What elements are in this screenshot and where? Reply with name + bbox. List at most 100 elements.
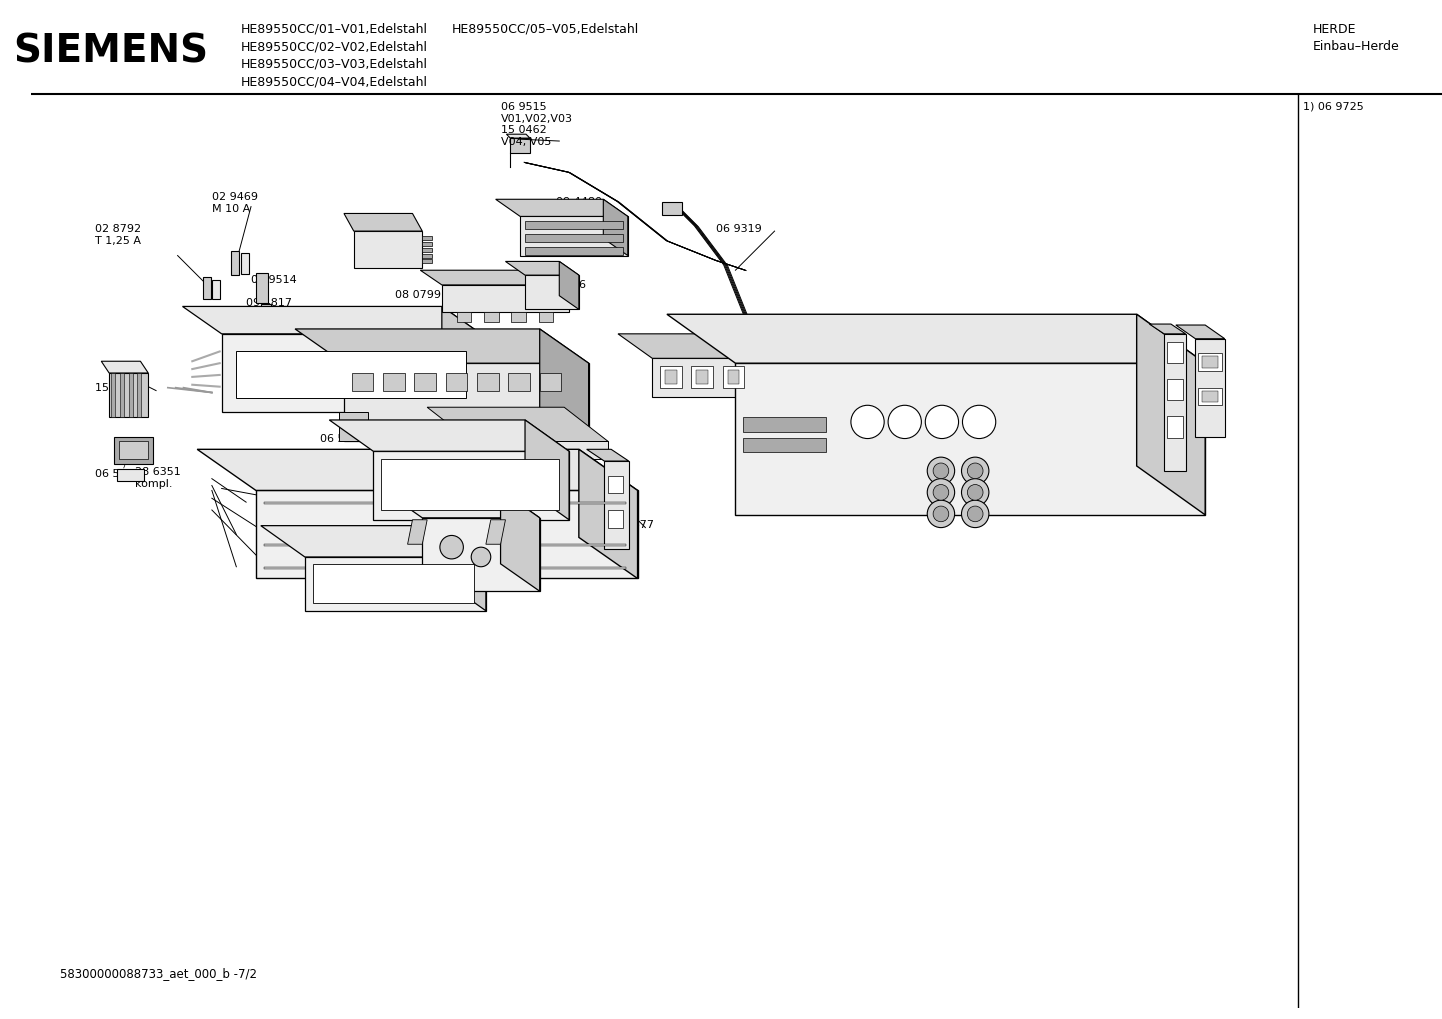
Polygon shape bbox=[241, 253, 249, 274]
Text: 06 7189: 06 7189 bbox=[408, 438, 453, 448]
Polygon shape bbox=[313, 564, 474, 603]
Polygon shape bbox=[539, 312, 554, 322]
Circle shape bbox=[926, 406, 959, 438]
Polygon shape bbox=[101, 362, 149, 373]
Polygon shape bbox=[345, 213, 423, 231]
Text: 06 5849: 06 5849 bbox=[482, 567, 526, 577]
Text: 06 9319: 06 9319 bbox=[715, 224, 761, 234]
Polygon shape bbox=[264, 567, 626, 569]
Polygon shape bbox=[1198, 387, 1221, 406]
Polygon shape bbox=[222, 334, 482, 412]
Circle shape bbox=[968, 506, 983, 522]
Polygon shape bbox=[1167, 416, 1182, 437]
Polygon shape bbox=[373, 451, 570, 520]
Polygon shape bbox=[525, 420, 570, 520]
Polygon shape bbox=[352, 373, 373, 390]
Polygon shape bbox=[236, 352, 466, 398]
Polygon shape bbox=[1164, 334, 1185, 471]
Polygon shape bbox=[231, 251, 239, 275]
Polygon shape bbox=[743, 437, 826, 452]
Text: 06 8478: 06 8478 bbox=[963, 422, 1009, 432]
Text: 1) 06 9725: 1) 06 9725 bbox=[1304, 102, 1364, 112]
Polygon shape bbox=[117, 469, 144, 481]
Polygon shape bbox=[339, 412, 369, 441]
Circle shape bbox=[962, 500, 989, 528]
Polygon shape bbox=[559, 262, 578, 310]
Polygon shape bbox=[603, 200, 627, 256]
Polygon shape bbox=[304, 557, 486, 610]
Polygon shape bbox=[525, 275, 578, 310]
Text: 06 9722: 06 9722 bbox=[965, 487, 1011, 497]
Polygon shape bbox=[384, 490, 539, 518]
Circle shape bbox=[888, 406, 921, 438]
Polygon shape bbox=[485, 312, 499, 322]
Polygon shape bbox=[472, 441, 609, 460]
Polygon shape bbox=[728, 370, 740, 384]
Polygon shape bbox=[384, 373, 405, 390]
Polygon shape bbox=[660, 366, 682, 387]
Polygon shape bbox=[652, 359, 764, 397]
Text: 06 5843: 06 5843 bbox=[320, 434, 365, 443]
Polygon shape bbox=[446, 373, 467, 390]
Polygon shape bbox=[665, 370, 676, 384]
Polygon shape bbox=[457, 312, 472, 322]
Polygon shape bbox=[212, 280, 219, 299]
Polygon shape bbox=[735, 363, 1206, 515]
Text: 09 3973: 09 3973 bbox=[541, 441, 587, 451]
Polygon shape bbox=[255, 490, 637, 579]
Text: HERDE: HERDE bbox=[1312, 22, 1357, 36]
Polygon shape bbox=[510, 139, 529, 153]
Text: HE89550CC/05–V05,Edelstahl: HE89550CC/05–V05,Edelstahl bbox=[451, 22, 639, 36]
Circle shape bbox=[927, 479, 955, 506]
Circle shape bbox=[927, 500, 955, 528]
Polygon shape bbox=[1203, 357, 1218, 368]
Polygon shape bbox=[506, 135, 529, 139]
Text: 09 4399: 09 4399 bbox=[704, 370, 750, 380]
Polygon shape bbox=[1203, 390, 1218, 403]
Polygon shape bbox=[1149, 324, 1185, 334]
Polygon shape bbox=[441, 526, 486, 610]
Polygon shape bbox=[137, 373, 141, 417]
Polygon shape bbox=[118, 441, 149, 460]
Circle shape bbox=[472, 547, 490, 567]
Polygon shape bbox=[441, 307, 482, 412]
Text: 15 0683: 15 0683 bbox=[95, 383, 141, 392]
Polygon shape bbox=[539, 329, 588, 441]
Polygon shape bbox=[525, 221, 623, 229]
Text: 06 9515
V01,V02,V03
15 0462
V04, V05: 06 9515 V01,V02,V03 15 0462 V04, V05 bbox=[500, 102, 572, 147]
Text: SIEMENS: SIEMENS bbox=[13, 33, 209, 71]
Polygon shape bbox=[539, 373, 561, 390]
Text: 09 2830: 09 2830 bbox=[496, 465, 542, 475]
Polygon shape bbox=[525, 234, 623, 242]
Polygon shape bbox=[509, 373, 529, 390]
Text: 09 2829: 09 2829 bbox=[288, 359, 335, 368]
Polygon shape bbox=[619, 334, 764, 359]
Text: 02 8792
T 1,25 A: 02 8792 T 1,25 A bbox=[95, 224, 141, 246]
Polygon shape bbox=[521, 216, 627, 256]
Circle shape bbox=[933, 485, 949, 500]
Polygon shape bbox=[353, 231, 423, 268]
Polygon shape bbox=[609, 476, 623, 493]
Polygon shape bbox=[743, 417, 826, 432]
Polygon shape bbox=[120, 373, 124, 417]
Text: HE89550CC/04–V04,Edelstahl: HE89550CC/04–V04,Edelstahl bbox=[241, 75, 428, 89]
Text: Einbau–Herde: Einbau–Herde bbox=[1312, 40, 1400, 53]
Text: HE89550CC/03–V03,Edelstahl: HE89550CC/03–V03,Edelstahl bbox=[241, 58, 428, 71]
Circle shape bbox=[440, 535, 463, 558]
Polygon shape bbox=[587, 449, 629, 461]
Polygon shape bbox=[423, 248, 433, 252]
Polygon shape bbox=[420, 270, 570, 285]
Text: HE89550CC/01–V01,Edelstahl: HE89550CC/01–V01,Edelstahl bbox=[241, 22, 428, 36]
Circle shape bbox=[962, 406, 996, 438]
Text: 58300000088733_aet_000_b -7/2: 58300000088733_aet_000_b -7/2 bbox=[61, 967, 257, 979]
Polygon shape bbox=[423, 242, 433, 246]
Polygon shape bbox=[203, 277, 211, 299]
Polygon shape bbox=[1167, 379, 1182, 400]
Polygon shape bbox=[500, 490, 539, 591]
Polygon shape bbox=[496, 200, 627, 216]
Polygon shape bbox=[329, 420, 570, 451]
Text: 08 0885: 08 0885 bbox=[326, 385, 372, 394]
Circle shape bbox=[927, 458, 955, 485]
Polygon shape bbox=[486, 520, 506, 544]
Polygon shape bbox=[512, 312, 526, 322]
